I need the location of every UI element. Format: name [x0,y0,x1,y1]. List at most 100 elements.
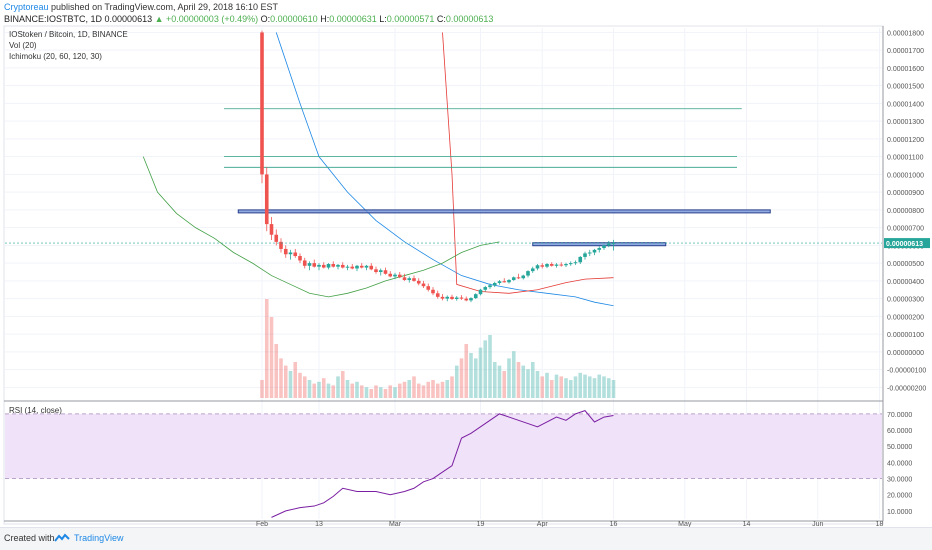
price-tick-label: 0.00000200 [887,314,924,321]
volume-bar-24 [374,385,378,398]
symbol-label: BINANCE:IOSTBTC, 1D [4,14,103,24]
volume-bar-29 [397,383,402,398]
candle-body-47 [483,287,488,290]
price-tick-label: 0.00000100 [887,332,924,339]
volume-bar-56 [526,369,530,398]
candle-body-8 [298,256,302,261]
volume-bar-32 [412,376,416,398]
volume-legend[interactable]: Vol (20) [9,41,37,50]
volume-bar-40 [450,376,454,398]
author-link[interactable]: Cryptoreau [4,2,49,12]
volume-bar-27 [388,385,393,398]
price-tick-label: 0.00000300 [887,297,924,304]
volume-bar-73 [606,378,611,398]
volume-bar-44 [469,353,473,398]
candle-body-68 [583,253,587,257]
candle-body-72 [602,245,606,249]
candle-body-1 [264,174,269,225]
price-tick-label: 0.00001800 [887,30,924,37]
candle-body-66 [573,262,578,264]
volume-bar-41 [454,365,459,398]
volume-bar-57 [530,362,535,398]
volume-bar-47 [483,340,488,398]
candle-body-0 [260,32,264,175]
volume-bar-39 [445,380,450,398]
candle-body-44 [469,298,473,301]
candle-body-21 [359,265,364,268]
volume-bar-53 [511,351,516,398]
volume-bar-5 [283,365,288,398]
candle-body-52 [507,279,511,283]
volume-bar-22 [364,387,369,398]
volume-bar-11 [312,383,317,398]
candle-body-36 [431,289,435,294]
candle-body-62 [554,264,559,266]
time-tick-label: 16 [610,521,618,528]
candle-body-71 [597,248,602,250]
candle-body-51 [502,281,507,283]
price-tick-label: 0.00000700 [887,226,924,233]
rsi-legend[interactable]: RSI (14, close) [9,406,62,415]
candle-body-20 [355,265,359,269]
candle-body-64 [564,264,568,266]
tradingview-link[interactable]: TradingView [74,533,124,543]
volume-bar-49 [492,362,497,398]
time-tick-label: Jun [812,521,823,528]
volume-bar-54 [516,362,521,398]
low-label: L: [379,14,387,24]
rsi-tick-label: 50.0000 [887,444,912,451]
candle-body-25 [378,270,383,273]
volume-bar-28 [393,387,397,398]
candle-body-49 [492,283,497,286]
candle-body-55 [521,275,526,279]
rsi-band [5,413,882,479]
candle-body-13 [321,264,326,268]
volume-bar-45 [473,358,478,398]
rsi-series [271,410,614,518]
volume-bar-14 [326,383,331,398]
candle-body-3 [274,234,279,242]
candle-body-10 [307,263,312,266]
volume-bar-60 [545,372,549,398]
chart-canvas[interactable]: 0.00001800 0.00001700 0.00001600 0.00001500… [0,0,932,528]
resistance-zone-0 [237,209,771,214]
low-value: 0.00000571 [386,14,435,24]
candle-body-4 [279,241,283,249]
volume-bar-50 [497,365,502,398]
price-axis[interactable]: 0.00001800 0.00001700 0.00001600 0.00001500… [887,30,926,392]
volume-bar-10 [307,380,312,398]
volume-bar-51 [502,371,507,398]
volume-bar-12 [317,381,321,398]
rsi-axis[interactable]: 70.0000 60.0000 50.0000 40.0000 30.0000 20.00… [887,412,912,516]
candle-body-41 [454,297,459,299]
publish-text: published on TradingView.com, April 29, … [48,2,279,12]
time-axis[interactable]: Feb13Mar19Apr16May14Jun18Jul [256,521,932,528]
candle-body-53 [511,277,516,280]
time-tick-label: Mar [389,521,402,528]
time-tick-label: 18 [876,521,884,528]
rsi-tick-label: 60.0000 [887,428,912,435]
price-tick-label: 0.00001700 [887,48,924,55]
price-tick-label: 0.00001500 [887,84,924,91]
time-tick-label: Apr [537,521,549,528]
candle-body-12 [317,264,321,267]
candle-body-29 [397,274,402,278]
volume-bar-13 [321,378,326,398]
time-tick-label: Feb [256,521,268,528]
candle-body-65 [568,263,573,265]
price-tick-label: 0.00001200 [887,137,924,144]
candle-body-2 [269,224,274,235]
candle-body-39 [445,296,450,299]
candle-body-74 [611,243,616,245]
candle-body-63 [559,264,564,266]
ichimoku-legend[interactable]: Ichimoku (20, 60, 120, 30) [9,52,102,61]
price-tick-label: 0.00001400 [887,101,924,108]
candle-body-45 [473,294,478,299]
price-tick-label: 0.00000800 [887,208,924,215]
volume-bar-8 [298,372,302,398]
last-price-tag [884,238,930,249]
time-tick-label: 19 [477,521,485,528]
volume-bar-71 [597,374,602,398]
candle-body-14 [326,264,331,268]
rsi-tick-label: 70.0000 [887,412,912,419]
